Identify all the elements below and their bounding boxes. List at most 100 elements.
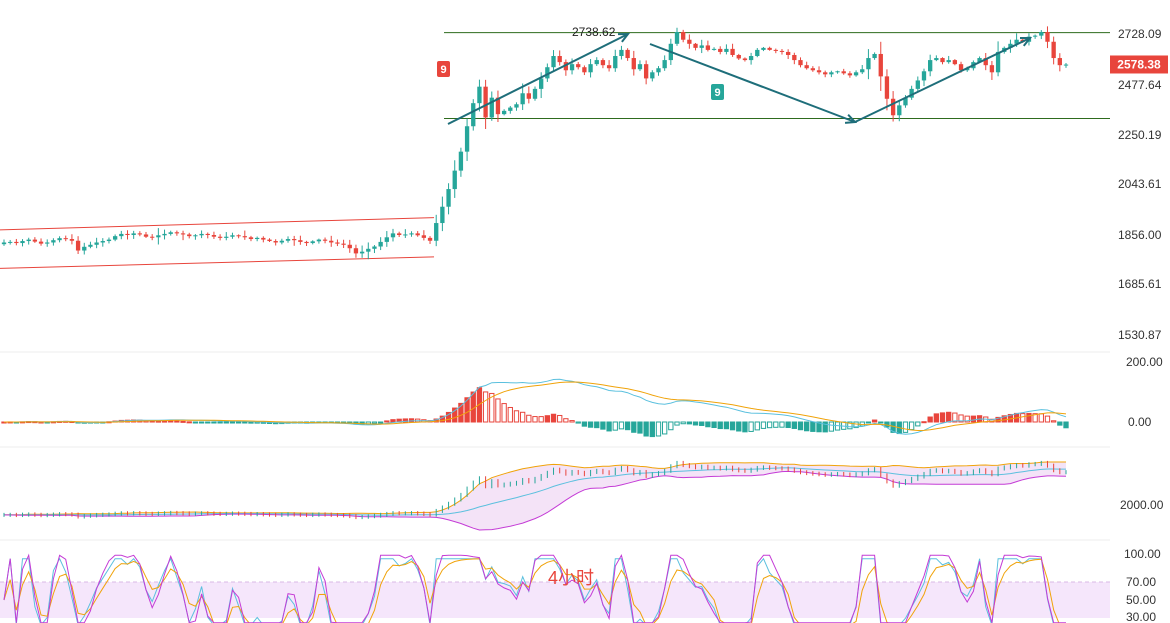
candle-body [267,239,272,242]
candle-body [322,239,328,241]
macd-histogram-bar [402,418,408,423]
candle-body [421,235,427,238]
candle-body [829,72,834,75]
macd-histogram-bar [643,421,649,437]
candle-body [606,65,612,69]
candle-body [26,239,31,242]
candle-body [69,239,75,241]
candle-body [594,60,599,65]
macd-histogram-bar [933,413,939,423]
candle-body [14,241,19,244]
candle-body [705,45,711,50]
candle-body [292,239,297,241]
candle-body [483,86,488,118]
macd-histogram-bar [668,421,674,431]
candle-body [409,233,414,235]
macd-histogram-bar [1026,412,1032,423]
bollinger-upper-line [3,461,1066,516]
macd-histogram-bar [773,421,779,428]
candle-body [415,233,420,236]
grid [0,351,1110,541]
macd-histogram-bar [1044,415,1051,423]
candle-body [156,235,161,238]
timeframe-annotation: 4小时 [548,568,594,588]
macd-histogram-bar [229,421,236,424]
price-tick-label: 1530.87 [1118,328,1162,342]
macd-histogram-bar [489,392,495,423]
macd-histogram-bar [371,421,378,424]
candle-body [211,235,217,237]
candle-body [489,97,494,118]
candle-body [162,233,167,236]
macd-histogram-bar [748,421,754,432]
candle-body [180,233,186,235]
candle-body [551,56,556,68]
candle-body [699,45,704,48]
channel-upper-line [0,217,435,231]
macd-histogram-bar [760,421,767,429]
last-price-label: 2578.38 [1117,57,1161,71]
macd-histogram-bar [575,421,581,424]
candle-body [915,80,920,89]
candle-body [563,62,569,71]
macd-histogram-bar [723,421,730,430]
candle-body [205,233,210,235]
candle-body [526,93,531,99]
candle-body [576,64,581,68]
macd-histogram-bar [198,421,205,424]
candle-body [656,68,661,73]
candle-body [650,72,655,79]
candle-body [878,53,883,77]
candle-body [841,71,846,74]
macd-panel [1,378,1069,438]
macd-histogram-bar [958,414,964,423]
candle-body [853,72,859,76]
macd-histogram-bar [686,421,693,425]
macd-histogram-bar [729,421,736,431]
candle-body [1057,58,1062,66]
macd-histogram-bar [544,415,551,423]
macd-histogram-bar [736,421,742,432]
macd-histogram-bar [550,413,557,423]
candle-body [946,60,951,63]
macd-histogram-bar [205,421,211,424]
candle-body [316,239,322,242]
y-axis: 2728.09 2477.64 2250.19 2043.61 1856.00 1685.… [1110,27,1168,623]
candle-body [45,242,50,244]
macd-histogram-bar [519,411,526,423]
macd-histogram-bar [1038,413,1044,423]
candle-body [983,58,988,66]
candle-body [341,243,346,245]
macd-histogram-bar [804,421,810,432]
candle-body [539,78,544,89]
macd-histogram-bar [779,421,785,428]
macd-histogram-bar [458,402,464,423]
macd-histogram-bar [217,421,223,424]
trend-arrow-down [649,43,856,123]
candle-body [477,86,482,104]
macd-dea-line [4,381,1067,432]
macd-histogram-bar [168,420,174,423]
candle-body [1032,35,1038,37]
candle-body [748,56,754,61]
candle-body [952,60,958,65]
candle-body [230,235,235,237]
candle-body [100,241,105,243]
macd-histogram-bar [563,418,569,423]
candle-body [359,251,365,254]
macd-histogram-bar [680,421,686,425]
candle-body [619,49,624,57]
candle-body [625,49,630,59]
candle-body [816,70,822,73]
td-badge-buy [711,84,724,100]
candle-body [193,235,198,237]
candle-body [75,240,81,251]
macd-histogram-bar [235,421,242,424]
candle-body [637,64,643,70]
price-tick-label: 1856.00 [1118,228,1162,242]
trend-arrow-up-1-head [617,32,631,43]
high-price-label: 2738.62 [572,25,616,39]
macd-histogram-bar [816,421,822,433]
macd-histogram-bar [927,416,933,423]
macd-histogram-bar [705,421,711,428]
